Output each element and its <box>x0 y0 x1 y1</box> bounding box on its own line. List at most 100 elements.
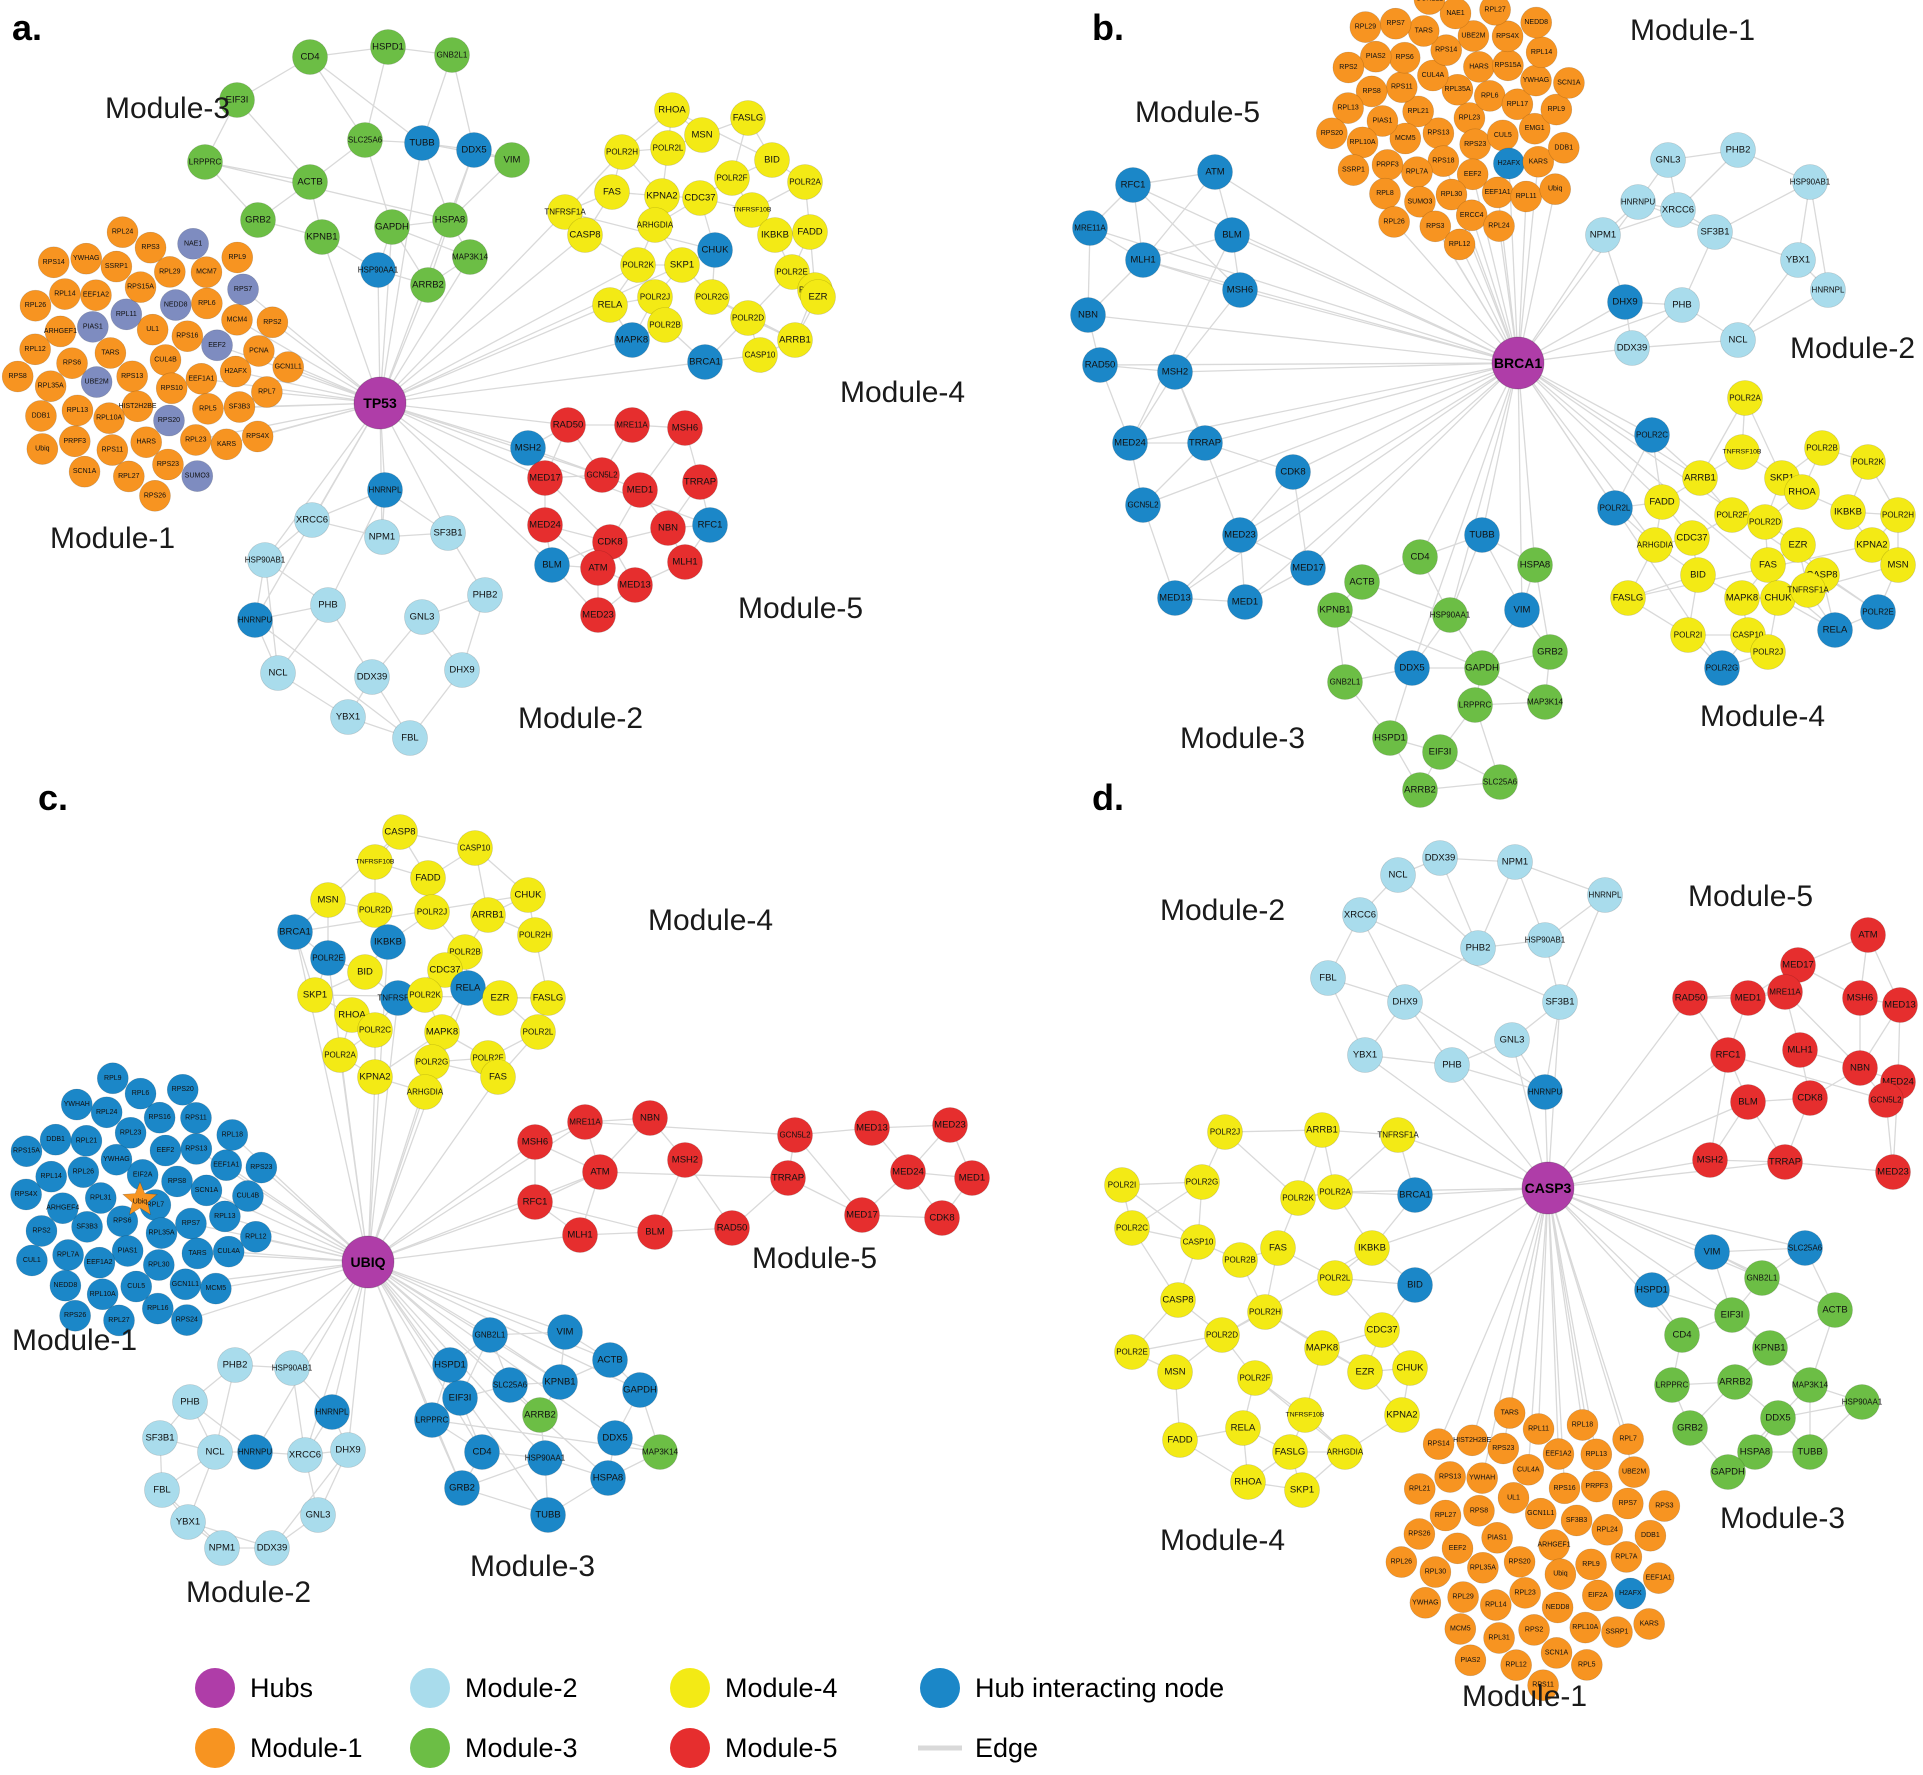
node-label: MAPK8 <box>426 1027 458 1038</box>
node-label: POLR2F <box>1716 511 1747 520</box>
node-label: PHB2 <box>223 1360 248 1371</box>
node-circle <box>120 1270 153 1303</box>
node-label: MSH6 <box>672 423 698 434</box>
node-circle <box>457 830 493 866</box>
node-bid: BID <box>347 954 383 990</box>
node-circle <box>1830 494 1866 530</box>
node-circle <box>1750 634 1786 670</box>
node-label: POLR2K <box>622 261 654 270</box>
node-label: NBN <box>1850 1063 1870 1074</box>
panel-letter-d: d. <box>1092 777 1124 818</box>
node-label: RPL12 <box>24 346 46 353</box>
node-map3k14: MAP3K14 <box>452 239 489 275</box>
node-label: TNFRSF10B <box>1286 1412 1325 1419</box>
node-label: DDB1 <box>1641 1532 1660 1539</box>
node-circle <box>1527 922 1563 958</box>
node-label: RPL23 <box>1459 115 1481 122</box>
legend-item-module-2: Module-2 <box>410 1668 578 1708</box>
node-ddx39: DDX39 <box>1614 330 1650 366</box>
node-rpl21: RPL21 <box>1403 1473 1436 1505</box>
node-polr2f: POLR2F <box>1237 1360 1273 1396</box>
node-label: BLM <box>645 1227 665 1238</box>
node-circle <box>467 577 503 613</box>
node-rpl7: RPL7 <box>251 376 283 408</box>
node-eef1a2: EEF1A2 <box>80 279 112 312</box>
node-circle <box>153 404 185 437</box>
node-circle <box>142 1292 174 1325</box>
node-label: GCN5L2 <box>779 1131 811 1140</box>
node-circle <box>1654 1367 1690 1403</box>
node-chuk: CHUK <box>1392 1350 1428 1386</box>
node-circle <box>367 472 403 508</box>
node-label: PHB <box>180 1397 200 1408</box>
node-circle <box>1369 177 1401 210</box>
node-label: POLR2L <box>1320 1274 1351 1283</box>
node-label: MSH2 <box>672 1155 698 1166</box>
node-circle <box>1672 980 1708 1016</box>
node-label: GNB2L1 <box>1747 1274 1778 1283</box>
node-rpl24: RPL24 <box>106 216 139 248</box>
module-label: Module-3 <box>1720 1502 1845 1535</box>
node-hars: HARS <box>1463 51 1495 83</box>
node-label: MED1 <box>1735 993 1761 1004</box>
node-eef2: EEF2 <box>1441 1532 1474 1565</box>
node-circle <box>1463 1494 1495 1527</box>
node-label: RPL30 <box>148 1262 170 1269</box>
node-cul4b: CUL4B <box>232 1180 264 1212</box>
node-cul4b: CUL4B <box>149 344 182 376</box>
node-arhgdia: ARHGDIA <box>1637 527 1674 563</box>
node-circle <box>1204 1317 1240 1353</box>
node-label: HSP90AA1 <box>1842 1398 1883 1407</box>
node-rps8: RPS8 <box>1 360 34 393</box>
node-label: CASP8 <box>384 827 415 838</box>
node-rpl9: RPL9 <box>221 241 254 274</box>
node-circle <box>84 1182 117 1214</box>
node-label: POLR2A <box>789 178 821 187</box>
node-label: RPL5 <box>1578 1661 1596 1668</box>
node-label: CUL4A <box>1422 72 1445 79</box>
node-cul4a: CUL4A <box>212 1235 245 1268</box>
node-circle <box>382 814 418 850</box>
node-label: POLR2J <box>1210 1128 1240 1137</box>
node-cdk8: CDK8 <box>924 1200 960 1236</box>
node-label: FASLG <box>533 993 564 1004</box>
node-mcm5: MCM5 <box>1444 1613 1477 1645</box>
node-circle <box>654 92 690 128</box>
node-gnl3: GNL3 <box>1650 142 1686 178</box>
node-polr2l: POLR2L <box>1597 490 1633 526</box>
node-circle <box>1481 1521 1513 1554</box>
node-rpl27: RPL27 <box>113 460 145 493</box>
node-label: YBX1 <box>336 712 360 723</box>
node-circle <box>1162 1422 1198 1458</box>
module-label: Module-4 <box>840 376 965 409</box>
node-med17: MED17 <box>527 460 563 496</box>
node-circle <box>432 1347 468 1383</box>
node-msn: MSN <box>310 882 346 918</box>
node-cd4: CD4 <box>292 39 328 75</box>
node-label: SF3B3 <box>1566 1517 1588 1524</box>
node-gnb2l1: GNB2L1 <box>472 1317 508 1353</box>
node-label: RPL11 <box>1528 1426 1549 1433</box>
node-label: POLR2D <box>359 906 391 915</box>
node-ncl: NCL <box>1380 857 1416 893</box>
node-label: POLR2A <box>1729 394 1761 403</box>
node-polr2h: POLR2H <box>1247 1294 1283 1330</box>
node-label: DDB1 <box>46 1136 65 1143</box>
node-polr2h: POLR2H <box>1880 497 1916 533</box>
node-label: UBE2M <box>1461 33 1485 40</box>
node-circle <box>1503 1546 1536 1578</box>
node-h2afx: H2AFX <box>1614 1577 1647 1610</box>
node-circle <box>407 977 443 1013</box>
node-blm: BLM <box>1214 217 1250 253</box>
node-label: RAD50 <box>1085 360 1116 371</box>
node-label: RAD50 <box>717 1223 748 1234</box>
node-cul4a: CUL4A <box>1417 59 1449 92</box>
node-label: POLR2I <box>1674 631 1702 640</box>
node-circle <box>1680 557 1716 593</box>
node-label: POLR2H <box>606 148 638 157</box>
node-circle <box>1337 154 1370 186</box>
node-hnrnpu: HNRNPU <box>237 602 273 638</box>
module-label: Module-4 <box>1700 700 1825 733</box>
node-circle <box>357 1012 393 1048</box>
